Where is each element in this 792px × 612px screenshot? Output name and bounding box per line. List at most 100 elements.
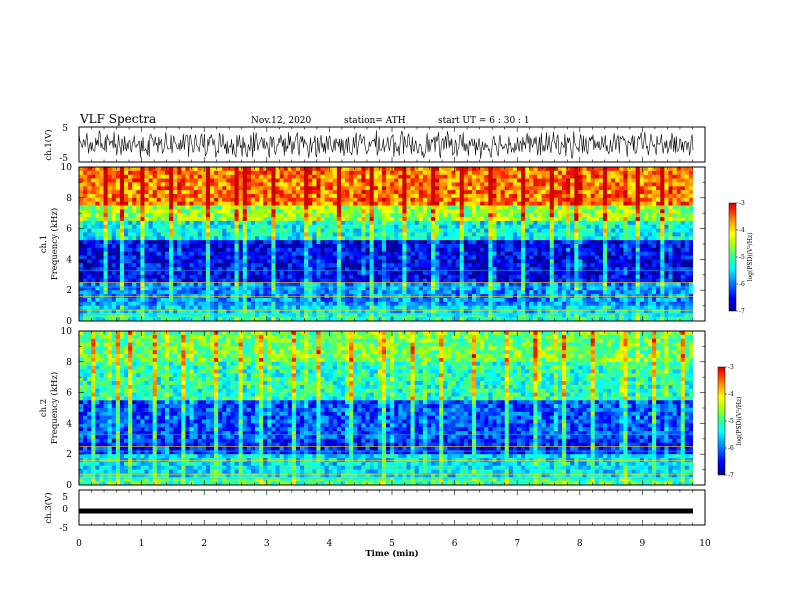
- spectrogram-cell: [553, 236, 559, 241]
- spectrogram-cell: [639, 217, 645, 222]
- spectrogram-cell: [291, 205, 297, 210]
- spectrogram-cell: [242, 244, 248, 249]
- spectrogram-cell: [390, 236, 395, 241]
- spectrogram-cell: [173, 201, 178, 206]
- spectrogram-cell: [353, 186, 358, 191]
- spectrogram-cell: [623, 232, 628, 237]
- spectrogram-cell: [156, 282, 162, 287]
- spectrogram-cell: [570, 197, 575, 202]
- spectrogram-cell: [660, 190, 665, 195]
- spectrogram-cell: [455, 274, 460, 279]
- spectrogram-cell: [390, 247, 395, 252]
- spectrogram-cell: [332, 282, 338, 287]
- spectrogram-cell: [197, 167, 203, 172]
- spectrogram-cell: [500, 197, 505, 202]
- spectrogram-cell: [279, 178, 284, 183]
- spectrogram-cell: [598, 205, 604, 210]
- spectrogram-cell: [111, 232, 117, 237]
- spectrogram-cell: [148, 290, 153, 295]
- spectrogram-cell: [152, 186, 158, 191]
- spectrogram-cell: [222, 282, 227, 287]
- spectrogram-cell: [422, 240, 428, 245]
- spectrogram-cell: [476, 236, 481, 241]
- spectrogram-cell: [103, 224, 108, 229]
- spectrogram-cell: [377, 255, 383, 260]
- spectrogram-cell: [95, 178, 100, 183]
- spectrogram-cell: [242, 270, 248, 276]
- spectrogram-cell: [570, 259, 575, 264]
- spectrogram-cell: [119, 205, 125, 210]
- spectrogram-cell: [377, 236, 383, 241]
- spectrogram-cell: [128, 205, 133, 210]
- spectrogram-cell: [488, 167, 493, 172]
- spectrogram-cell: [615, 178, 620, 183]
- spectrogram-cell: [525, 224, 530, 229]
- spectrogram-cell: [357, 240, 362, 245]
- spectrogram-cell: [103, 197, 108, 202]
- spectrogram-cell: [291, 240, 297, 245]
- spectrogram-cell: [132, 224, 137, 229]
- spectrogram-cell: [476, 232, 481, 237]
- spectrogram-cell: [332, 274, 338, 279]
- spectrogram-cell: [435, 174, 440, 179]
- spectrogram-cell: [463, 190, 469, 195]
- spectrogram-cell: [328, 274, 334, 279]
- spectrogram-cell: [615, 244, 620, 249]
- spectrogram-cell: [115, 278, 121, 283]
- spectrogram-cell: [177, 209, 182, 214]
- spectrogram-cell: [119, 224, 125, 229]
- spectrogram-cell: [541, 244, 546, 249]
- spectrogram-cell: [590, 193, 596, 199]
- spectrogram-cell: [508, 197, 514, 202]
- spectrogram-cell: [647, 209, 653, 214]
- spectrogram-cell: [320, 217, 325, 222]
- spectrogram-cell: [205, 190, 211, 195]
- spectrogram-cell: [578, 213, 583, 218]
- spectrogram-cell: [660, 182, 665, 187]
- spectrogram-cell: [373, 197, 379, 202]
- spectrogram-cell: [631, 240, 636, 245]
- spectrogram-cell: [410, 228, 415, 233]
- spectrogram-cell: [164, 190, 170, 195]
- spectrogram-cell: [656, 286, 661, 291]
- spectrogram-cell: [672, 267, 677, 272]
- spectrogram-cell: [512, 274, 518, 279]
- spectrogram-cell: [533, 178, 538, 183]
- spectrogram-cell: [377, 251, 383, 256]
- spectrogram-cell: [177, 270, 182, 276]
- spectrogram-cell: [504, 182, 510, 187]
- spectrogram-cell: [381, 274, 387, 279]
- spectrogram-cell: [263, 201, 268, 206]
- spectrogram-cell: [525, 190, 530, 195]
- spectrogram-cell: [357, 213, 362, 218]
- spectrogram-cell: [295, 205, 301, 210]
- spectrogram-cell: [455, 220, 460, 226]
- spectrogram-cell: [255, 209, 260, 214]
- spectrogram-cell: [533, 247, 538, 252]
- spectrogram-cell: [255, 255, 260, 260]
- spectrogram-cell: [504, 220, 510, 226]
- spectrogram-cell: [562, 224, 567, 229]
- spectrogram-cell: [332, 197, 338, 202]
- spectrogram-cell: [451, 247, 456, 252]
- spectrogram-cell: [291, 244, 297, 249]
- spectrogram-cell: [660, 251, 665, 256]
- spectrogram-cell: [643, 236, 649, 241]
- spectrogram-cell: [242, 274, 248, 279]
- spectrogram-cell: [418, 170, 424, 175]
- spectrogram-cell: [598, 270, 604, 276]
- spectrogram-cell: [107, 209, 113, 214]
- spectrogram-cell: [390, 244, 395, 249]
- spectrogram-cell: [373, 236, 379, 241]
- spectrogram-cell: [422, 278, 428, 283]
- spectrogram-cell: [406, 286, 411, 291]
- spectrogram-cell: [197, 274, 203, 279]
- spectrogram-cell: [152, 247, 158, 252]
- spectrogram-cell: [504, 244, 510, 249]
- spectrogram-cell: [586, 270, 591, 276]
- spectrogram-cell: [111, 217, 117, 222]
- spectrogram-cell: [562, 178, 567, 183]
- spectrogram-cell: [516, 270, 522, 276]
- spectrogram-cell: [386, 167, 391, 172]
- spectrogram-cell: [656, 240, 661, 245]
